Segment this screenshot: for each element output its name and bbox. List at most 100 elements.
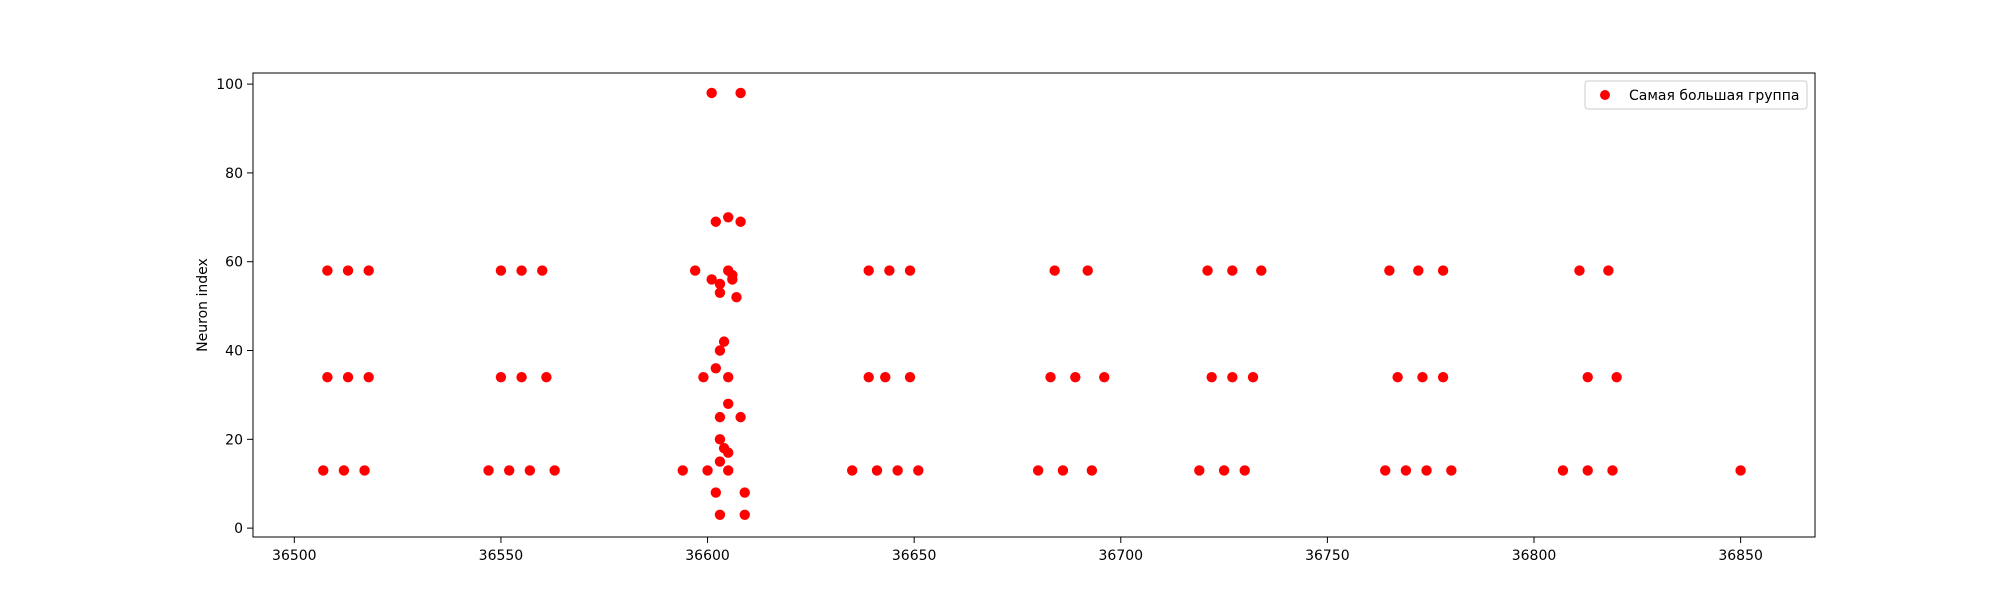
data-point <box>1194 465 1205 476</box>
data-point <box>1032 465 1044 476</box>
data-point <box>1582 465 1593 476</box>
data-point <box>1446 465 1457 476</box>
y-axis-label: Neuron index <box>195 258 211 352</box>
data-point <box>524 465 536 476</box>
data-point <box>1218 465 1230 476</box>
data-point <box>342 371 354 383</box>
data-point <box>698 371 709 383</box>
x-tick-label: 36650 <box>892 548 937 564</box>
data-point <box>322 371 333 383</box>
y-tick-label: 80 <box>225 166 243 182</box>
data-point <box>735 87 746 99</box>
data-point <box>504 465 515 476</box>
data-point <box>1603 265 1614 276</box>
data-point <box>1384 265 1395 276</box>
data-point <box>1049 265 1060 276</box>
y-tick-label: 0 <box>234 521 243 537</box>
data-point <box>706 87 717 99</box>
data-point <box>677 465 688 476</box>
data-point <box>1380 465 1391 476</box>
legend-label: Самая большая группа <box>1629 88 1799 104</box>
x-tick-label: 36750 <box>1305 548 1350 564</box>
y-tick-label: 60 <box>225 255 243 271</box>
data-point <box>1202 265 1213 276</box>
data-point <box>710 363 722 374</box>
data-point <box>892 465 903 476</box>
data-point <box>884 265 895 276</box>
data-point <box>710 487 722 498</box>
data-point <box>723 465 734 476</box>
data-point <box>689 265 701 276</box>
data-point <box>1611 371 1622 383</box>
data-point <box>1227 265 1238 276</box>
data-point <box>322 265 333 276</box>
data-point <box>863 371 874 383</box>
data-point <box>1735 465 1746 476</box>
x-tick-label: 36600 <box>685 548 730 564</box>
data-point <box>318 465 329 476</box>
x-tick-label: 36800 <box>1512 548 1557 564</box>
y-tick-label: 40 <box>225 344 243 360</box>
data-point <box>714 434 726 445</box>
legend-box <box>1584 80 1808 110</box>
data-point <box>541 371 552 383</box>
data-point <box>714 345 726 356</box>
data-point <box>363 265 374 276</box>
data-point <box>1417 371 1428 383</box>
data-point <box>1400 465 1412 476</box>
data-point <box>714 411 726 423</box>
data-point <box>846 465 858 476</box>
data-point <box>516 371 527 383</box>
data-point <box>735 216 746 227</box>
data-point <box>913 465 924 476</box>
legend-marker <box>1600 90 1610 100</box>
data-point <box>363 371 374 383</box>
data-point <box>863 265 874 276</box>
x-axis: 36500 36550 36600 36650 36700 36750 36800 36850 <box>272 537 1763 564</box>
data-point <box>723 212 734 223</box>
data-point <box>1045 371 1056 383</box>
data-point <box>338 465 350 476</box>
data-point <box>1413 265 1424 276</box>
data-point <box>1392 371 1403 383</box>
data-point <box>537 265 548 276</box>
data-point <box>714 278 726 290</box>
points-layer <box>318 87 1746 520</box>
data-point <box>739 509 750 520</box>
data-point <box>735 411 746 423</box>
data-point <box>718 336 730 347</box>
plot-area-frame <box>252 72 1816 538</box>
data-point <box>1227 371 1238 383</box>
data-point <box>1574 265 1585 276</box>
data-point <box>495 265 507 276</box>
data-point <box>904 265 916 276</box>
data-point <box>714 456 726 467</box>
data-point <box>1247 371 1259 383</box>
data-point <box>1099 371 1110 383</box>
data-point <box>1437 265 1449 276</box>
data-point <box>723 447 734 458</box>
data-point <box>710 216 722 227</box>
data-point <box>1557 465 1569 476</box>
y-axis: 0 20 40 60 80 100 <box>216 77 253 537</box>
x-tick-label: 36550 <box>479 548 524 564</box>
data-point <box>702 465 713 476</box>
y-tick-label: 20 <box>225 432 243 448</box>
x-tick-label: 36500 <box>272 548 317 564</box>
data-point <box>1582 371 1593 383</box>
data-point <box>342 265 354 276</box>
data-point <box>723 371 734 383</box>
data-point <box>1607 465 1618 476</box>
data-point <box>1256 265 1267 276</box>
data-point <box>516 265 527 276</box>
data-point <box>904 371 916 383</box>
y-tick-label: 100 <box>216 77 243 93</box>
data-point <box>1437 371 1449 383</box>
data-point <box>1206 371 1217 383</box>
data-point <box>714 509 726 520</box>
data-point <box>359 465 370 476</box>
data-point <box>1239 465 1250 476</box>
data-point <box>1070 371 1081 383</box>
data-point <box>880 371 891 383</box>
data-point <box>483 465 494 476</box>
